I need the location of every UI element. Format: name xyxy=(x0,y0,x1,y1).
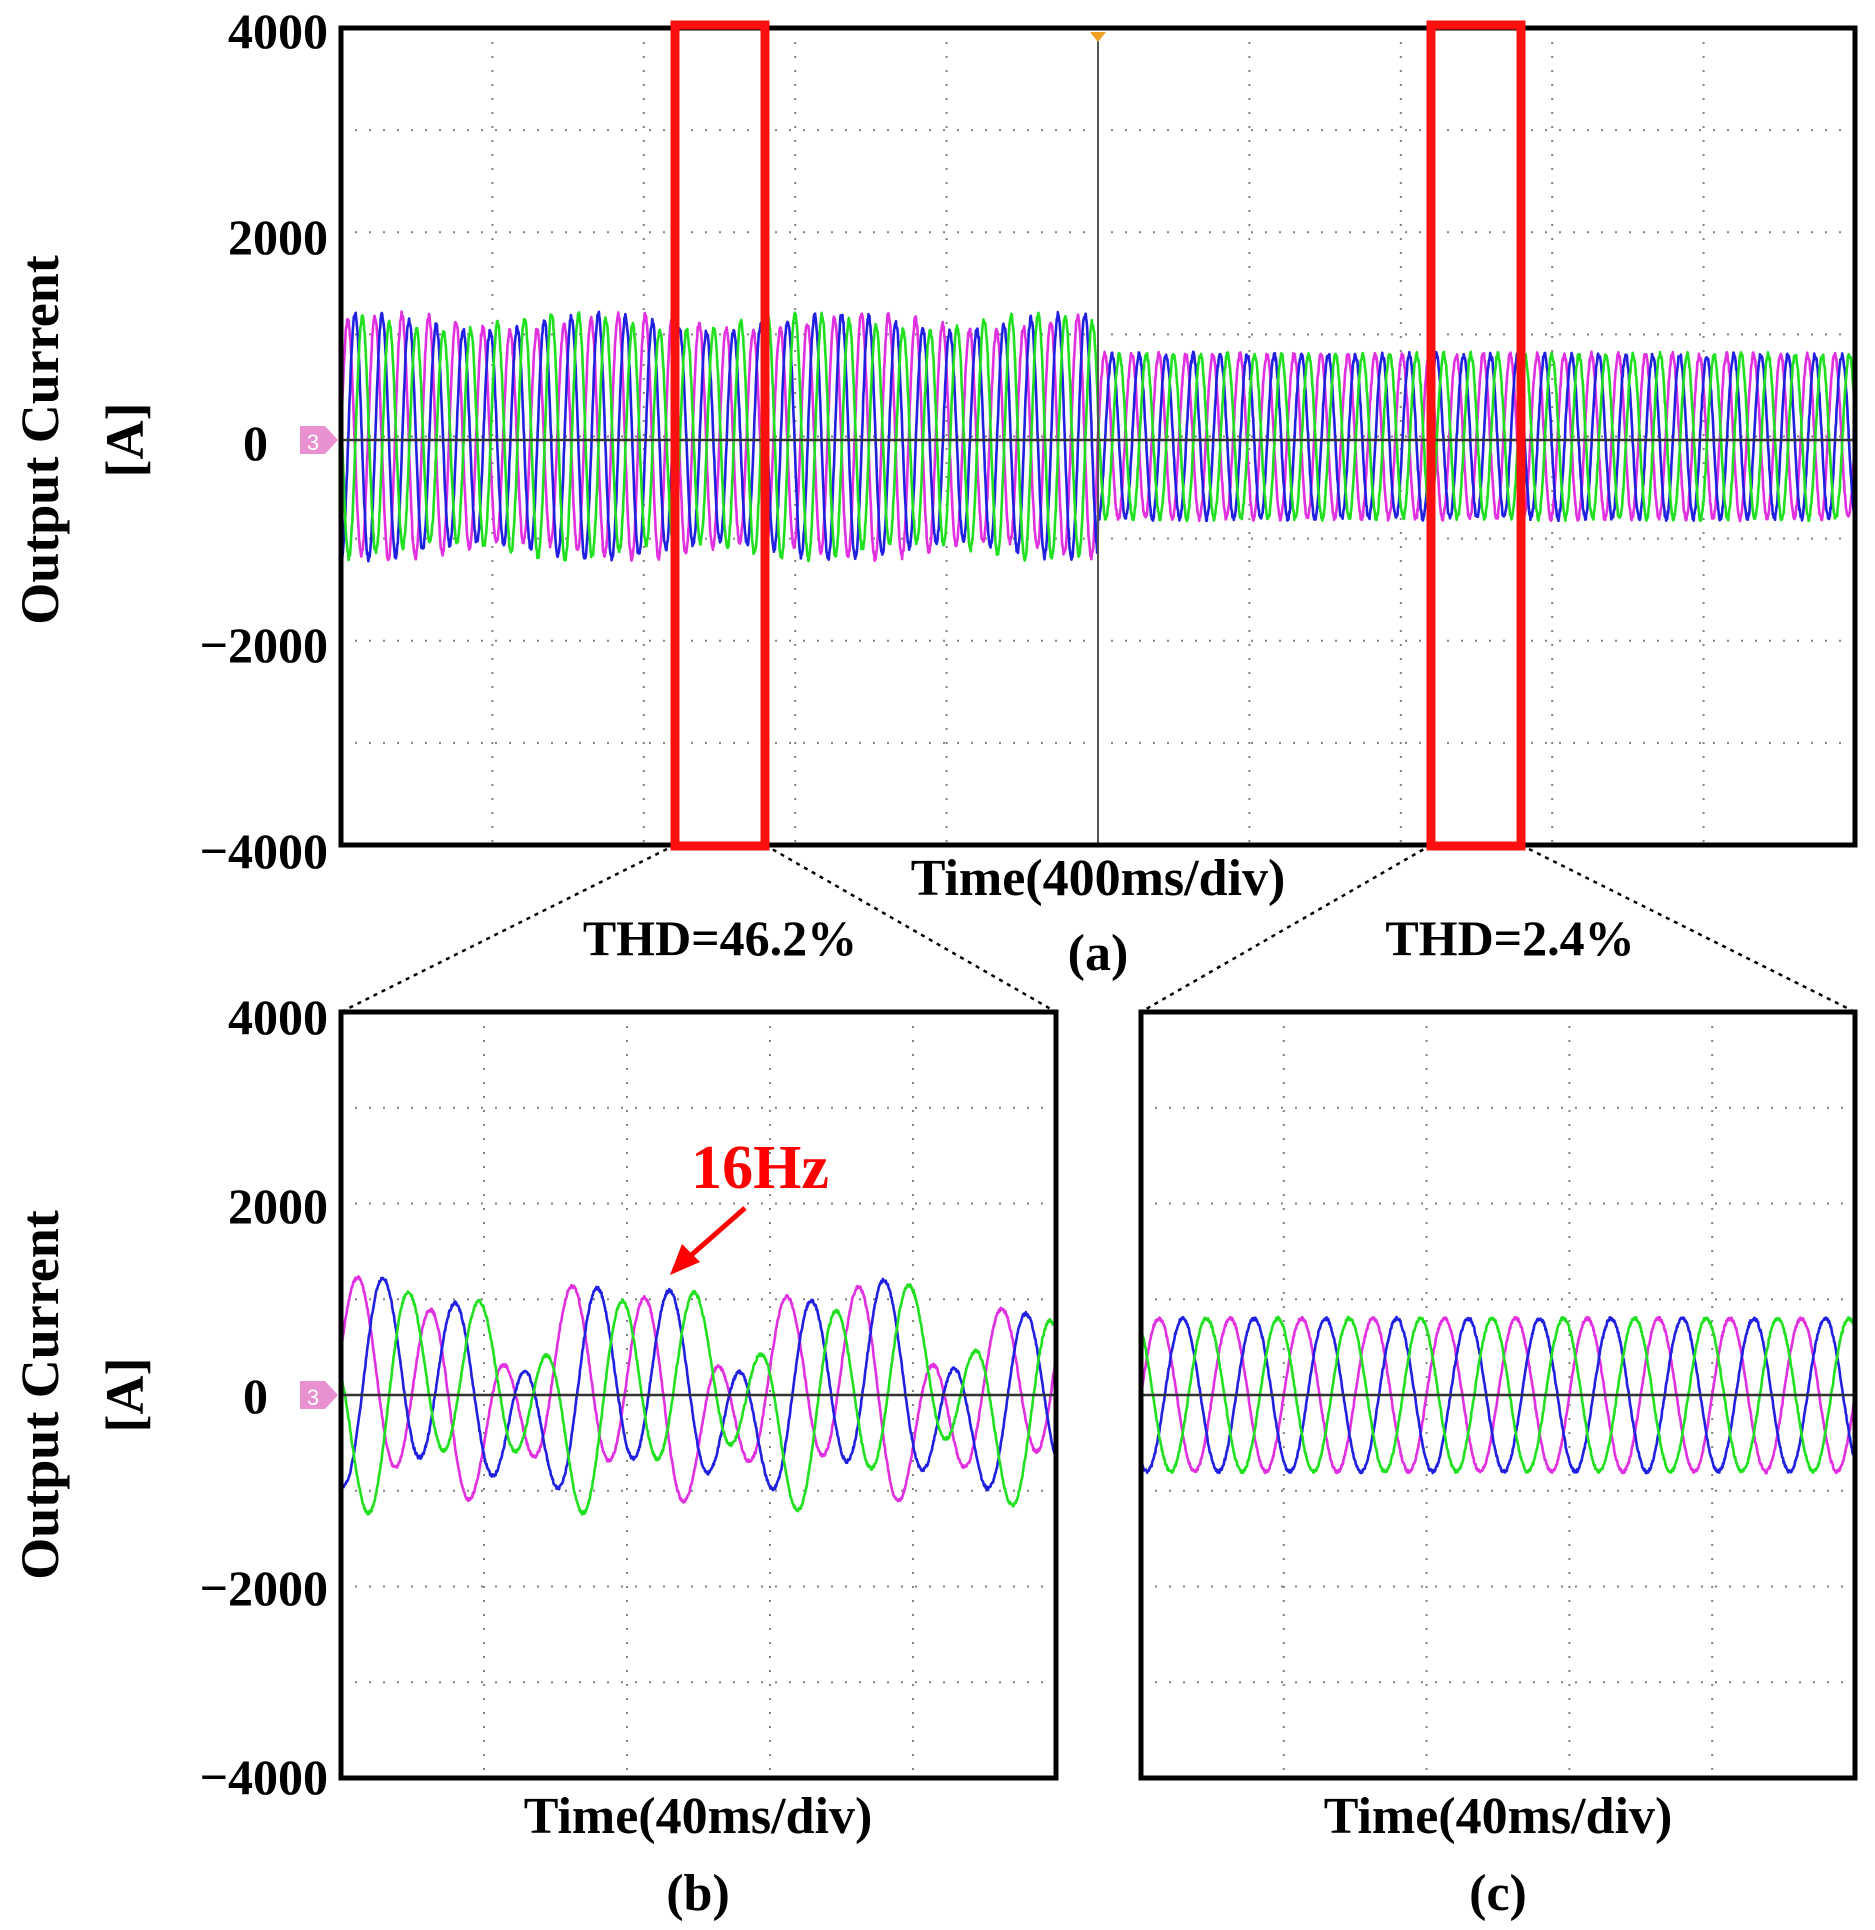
zoom-box-b xyxy=(670,20,770,851)
trigger-marker-icon xyxy=(1090,32,1106,42)
ytick-b-neg4000: −4000 xyxy=(200,1749,329,1805)
ytick-b-neg2000: −2000 xyxy=(200,1560,329,1616)
ylabel-b-line2: [A] xyxy=(95,1358,155,1433)
channel-marker-a: 3 xyxy=(300,426,338,455)
annotation-arrow-icon xyxy=(670,1206,747,1275)
channel-marker-b: 3 xyxy=(300,1381,338,1410)
xlabel-b: Time(40ms/div) xyxy=(524,1788,873,1845)
ytick-a-neg4000: −4000 xyxy=(200,823,329,879)
xlabel-a: Time(400ms/div) xyxy=(911,850,1286,907)
thd-label-b: THD=46.2% xyxy=(583,910,857,966)
ytick-b-4000: 4000 xyxy=(228,989,328,1045)
ylabel-b-line1: Output Current xyxy=(10,1210,70,1580)
ytick-b-0: 0 xyxy=(243,1368,268,1424)
zoom-box-c xyxy=(1426,20,1526,851)
xlabel-c: Time(40ms/div) xyxy=(1324,1788,1673,1845)
grid-b xyxy=(341,1012,1056,1778)
grid-c xyxy=(1141,1012,1855,1778)
ytick-a-2000: 2000 xyxy=(228,209,328,265)
channel-marker-a-label: 3 xyxy=(307,430,319,455)
panel-c: Time(40ms/div) (c) xyxy=(1138,1009,1858,1922)
caption-a: (a) xyxy=(1068,925,1129,982)
ylabel-a-line1: Output Current xyxy=(10,255,70,625)
trace-b-phase-b xyxy=(339,1276,1058,1492)
panel-b: 3 4000 2000 0 −2000 −4000 Output Current… xyxy=(10,989,1059,1922)
ylabel-a-line2: [A] xyxy=(95,403,155,478)
caption-b: (b) xyxy=(666,1865,730,1922)
ytick-a-neg2000: −2000 xyxy=(200,617,329,673)
caption-c: (c) xyxy=(1469,1865,1527,1922)
ytick-a-4000: 4000 xyxy=(228,3,328,59)
traces-b xyxy=(339,1275,1058,1516)
zoom-connectors xyxy=(340,843,1856,1014)
plot-frame-b xyxy=(338,1009,1059,1781)
zoom-line-c-left xyxy=(1140,843,1432,1014)
panel-a: 3 4000 2000 0 −2000 −4000 Output Current… xyxy=(10,3,1858,982)
thd-label-c: THD=2.4% xyxy=(1385,910,1634,966)
channel-marker-b-label: 3 xyxy=(307,1385,319,1410)
ytick-b-2000: 2000 xyxy=(228,1178,328,1234)
annotation-16hz: 16Hz xyxy=(691,1134,829,1202)
plot-frame-c xyxy=(1138,1009,1858,1781)
ytick-a-0: 0 xyxy=(243,415,268,471)
trace-b-phase-c xyxy=(339,1283,1058,1516)
zoom-line-b-right xyxy=(764,843,1057,1014)
plot-frame-a xyxy=(338,25,1858,848)
